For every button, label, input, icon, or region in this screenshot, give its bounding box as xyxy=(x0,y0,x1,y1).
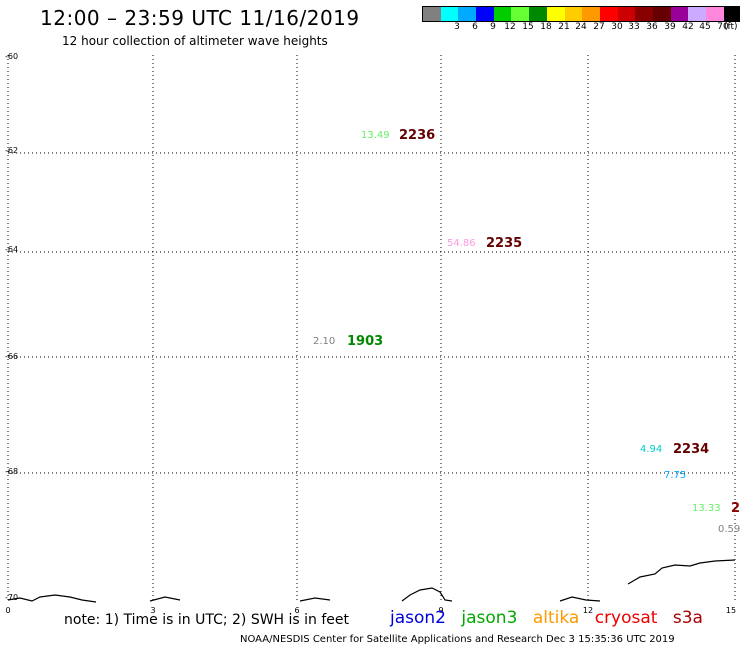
x-axis-label: 0 xyxy=(5,606,10,615)
credit-footer: NOAA/NESDIS Center for Satellite Applica… xyxy=(240,634,675,645)
y-axis-label: -66 xyxy=(5,352,18,361)
swh-value: 54.86 xyxy=(447,238,476,249)
swh-value: 7.75 xyxy=(664,470,686,481)
satellite-name: altika xyxy=(533,608,580,628)
y-axis-label: -70 xyxy=(5,593,18,602)
y-axis-label: -64 xyxy=(5,245,18,254)
swh-value: 4.94 xyxy=(640,444,662,455)
satellite-name: cryosat xyxy=(595,608,658,628)
pass-time: 2234 xyxy=(673,442,709,457)
y-axis-label: -62 xyxy=(5,146,18,155)
y-axis-label: -68 xyxy=(5,467,18,476)
footnote: note: 1) Time is in UTC; 2) SWH is in fe… xyxy=(64,612,349,628)
pass-time: 2 xyxy=(731,501,740,516)
satellite-name: s3a xyxy=(673,608,703,628)
satellite-name: jason3 xyxy=(461,608,517,628)
pass-time: 2236 xyxy=(399,128,435,143)
swh-value: 13.49 xyxy=(361,130,390,141)
swh-value: 2.10 xyxy=(313,336,335,347)
pass-time: 1903 xyxy=(347,334,383,349)
satellite-name: jason2 xyxy=(390,608,446,628)
swh-value: 13.33 xyxy=(692,503,721,514)
pass-time: 2235 xyxy=(486,236,522,251)
swh-value: 0.59 xyxy=(718,524,740,535)
y-axis-label: -60 xyxy=(5,52,18,61)
x-axis-label: 15 xyxy=(726,606,736,615)
coastline xyxy=(8,560,735,602)
satellite-legend: jason2 jason3 altika cryosat s3a xyxy=(390,608,713,628)
